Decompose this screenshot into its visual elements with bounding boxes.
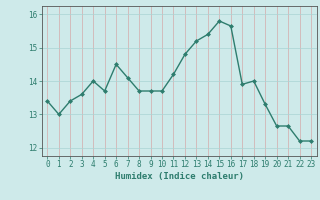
X-axis label: Humidex (Indice chaleur): Humidex (Indice chaleur): [115, 172, 244, 181]
